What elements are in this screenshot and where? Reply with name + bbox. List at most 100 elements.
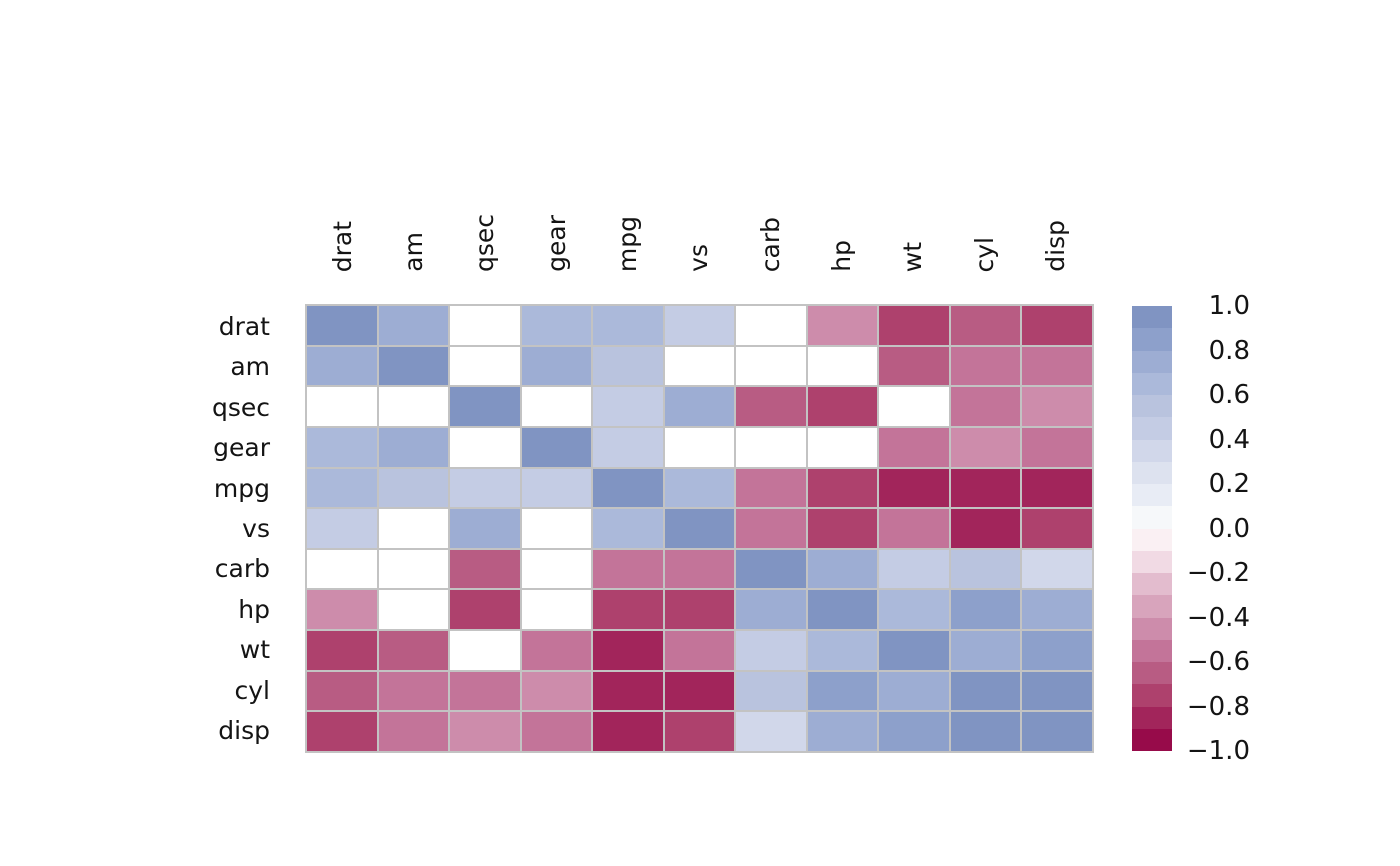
heatmap-cell-vs-drat: [307, 509, 377, 548]
heatmap-cell-disp-am: [378, 712, 449, 751]
heatmap-cell-am-qsec: [450, 346, 520, 386]
heatmap-cell-cyl-gear: [521, 671, 592, 711]
y-tick-label-carb: carb: [214, 554, 270, 584]
heatmap-cell-hp-drat: [307, 590, 377, 630]
colorbar-tick-0.2: 0.2: [1208, 469, 1250, 499]
heatmap-cell-am-wt: [879, 346, 949, 386]
colorbar-tick-−0.4: −0.4: [1186, 602, 1250, 633]
heatmap-cell-gear-mpg: [593, 427, 663, 467]
colorbar-tick-−0.8: −0.8: [1186, 691, 1250, 722]
heatmap-cell-gear-drat: [307, 427, 377, 467]
heatmap-cell-drat-am: [378, 306, 449, 345]
heatmap-cell-hp-hp: [807, 590, 878, 630]
heatmap-cell-qsec-qsec: [450, 387, 520, 426]
heatmap-cell-wt-hp: [807, 631, 878, 670]
colorbar-band-6: [1132, 439, 1172, 462]
heatmap-cell-drat-gear: [521, 306, 592, 345]
x-tick-label-text: drat: [327, 220, 357, 272]
heatmap-cell-wt-mpg: [593, 631, 663, 670]
y-axis-tick-labels: drat am qsec gear mpg vs carb hp wt cyl disp: [0, 306, 270, 751]
heatmap-cell-qsec-mpg: [593, 387, 663, 426]
heatmap-cell-vs-gear: [521, 509, 592, 548]
heatmap-cell-carb-mpg: [593, 549, 663, 589]
heatmap-cell-gear-gear: [521, 427, 592, 467]
heatmap-cell-drat-cyl: [950, 306, 1021, 345]
heatmap-cell-gear-vs: [664, 427, 735, 467]
heatmap-cell-wt-qsec: [450, 631, 520, 670]
colorbar-tick-labels: 1.0 0.8 0.6 0.4 0.2 0.0 −0.2 −0.4 −0.6 −0.8 −1.0: [1132, 293, 1250, 764]
heatmap-cell-hp-mpg: [593, 590, 663, 630]
x-tick-label-vs: vs: [664, 244, 735, 272]
y-tick-label-drat: drat: [218, 311, 270, 341]
heatmap-cell-gear-wt: [879, 427, 949, 467]
colorbar-band-19: [1132, 728, 1172, 751]
heatmap-cell-vs-hp: [807, 509, 878, 548]
heatmap-cell-wt-gear: [521, 631, 592, 670]
heatmap-cell-wt-vs: [664, 631, 735, 670]
heatmap-cell-wt-cyl: [950, 631, 1021, 670]
heatmap-cell-am-carb: [736, 346, 806, 386]
heatmap-cell-mpg-qsec: [450, 468, 520, 508]
heatmap-cell-drat-hp: [807, 306, 878, 345]
x-tick-label-carb: carb: [735, 217, 806, 272]
colorbar-band-17: [1132, 684, 1172, 707]
heatmap-cell-vs-am: [378, 509, 449, 548]
heatmap-cell-gear-qsec: [450, 427, 520, 467]
heatmap-cell-cyl-qsec: [450, 671, 520, 711]
x-tick-label-cyl: cyl: [949, 237, 1020, 273]
heatmap-cell-vs-cyl: [950, 509, 1021, 548]
heatmap-cell-drat-qsec: [450, 306, 520, 345]
colorbar-band-1: [1132, 328, 1172, 351]
heatmap-cell-drat-mpg: [593, 306, 663, 345]
heatmap-cell-disp-drat: [307, 712, 377, 751]
heatmap-cell-disp-carb: [736, 712, 806, 751]
heatmap-cell-qsec-drat: [307, 387, 377, 426]
heatmap-cell-gear-disp: [1022, 427, 1092, 467]
heatmap-cell-hp-disp: [1022, 590, 1092, 630]
x-tick-label-mpg: mpg: [592, 216, 663, 272]
heatmap-cell-disp-cyl: [950, 712, 1021, 751]
heatmap-cell-wt-am: [378, 631, 449, 670]
heatmap-cell-wt-drat: [307, 631, 377, 670]
heatmap-cell-qsec-disp: [1022, 387, 1092, 426]
heatmap-cell-am-disp: [1022, 346, 1092, 386]
colorbar-band-5: [1132, 417, 1172, 440]
x-tick-label-qsec: qsec: [450, 214, 521, 272]
colorbar-tick-0.8: 0.8: [1208, 335, 1250, 366]
heatmap-cell-mpg-disp: [1022, 468, 1092, 508]
correlation-heatmap-grid: [305, 304, 1094, 753]
heatmap-cell-hp-wt: [879, 590, 949, 630]
heatmap-cell-carb-drat: [307, 549, 377, 589]
heatmap-cell-carb-am: [378, 549, 449, 589]
y-tick-label-mpg: mpg: [213, 473, 270, 503]
heatmap-cell-cyl-cyl: [950, 671, 1021, 711]
heatmap-cell-mpg-cyl: [950, 468, 1021, 508]
heatmap-cell-disp-qsec: [450, 712, 520, 751]
heatmap-cell-hp-gear: [521, 590, 592, 630]
heatmap-cell-gear-am: [378, 427, 449, 467]
heatmap-cell-drat-carb: [736, 306, 806, 345]
heatmap-cell-am-am: [378, 346, 449, 386]
colorbar-band-16: [1132, 662, 1172, 685]
colorbar-band-8: [1132, 484, 1172, 507]
heatmap-cell-carb-qsec: [450, 549, 520, 589]
heatmap-cell-am-vs: [664, 346, 735, 386]
y-tick-label-gear: gear: [213, 433, 270, 463]
x-tick-label-disp: disp: [1021, 220, 1092, 272]
x-tick-label-am: am: [378, 232, 449, 272]
heatmap-cell-cyl-vs: [664, 671, 735, 711]
heatmap-cell-mpg-drat: [307, 468, 377, 508]
heatmap-cell-vs-mpg: [593, 509, 663, 548]
heatmap-cell-wt-wt: [879, 631, 949, 670]
heatmap-cell-hp-cyl: [950, 590, 1021, 630]
heatmap-cell-carb-gear: [521, 549, 592, 589]
colorbar-tick-0.6: 0.6: [1208, 380, 1250, 410]
colorbar-band-11: [1132, 550, 1172, 573]
x-tick-label-hp: hp: [807, 240, 878, 272]
heatmap-cell-mpg-hp: [807, 468, 878, 508]
y-tick-label-wt: wt: [239, 635, 270, 665]
colorbar-band-2: [1132, 350, 1172, 373]
heatmap-cell-drat-disp: [1022, 306, 1092, 345]
heatmap-cell-carb-hp: [807, 549, 878, 589]
